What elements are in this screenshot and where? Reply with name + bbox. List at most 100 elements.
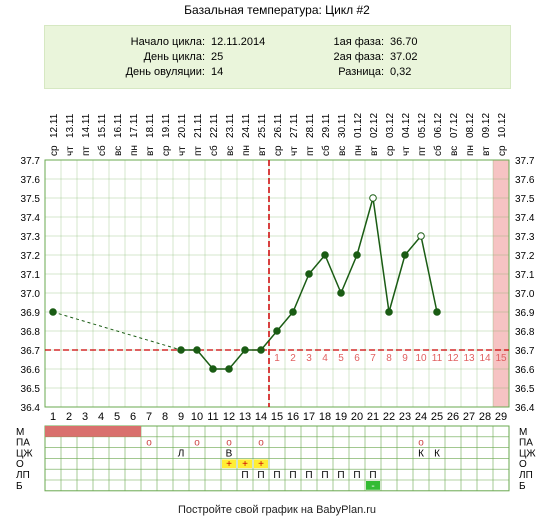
y-tick-label-left: 37.3 [21, 232, 41, 243]
row-label-right: ПА [519, 438, 533, 449]
date-label: 23.11 [225, 113, 236, 138]
y-tick-label-right: 36.9 [515, 308, 535, 319]
plot-frame [44, 159, 510, 408]
day-label: 6 [130, 411, 136, 423]
weekday-label: пт [193, 146, 204, 156]
pa-mark: о [418, 438, 424, 449]
pa-mark: о [146, 438, 152, 449]
phase1-value: 36.70 [390, 36, 418, 48]
y-tick-label-left: 37.0 [21, 289, 41, 300]
weekday-label: пн [465, 145, 476, 156]
temperature-point [433, 308, 441, 316]
day-label: 12 [223, 411, 235, 423]
cycle-start-value: 12.11.2014 [211, 36, 266, 48]
weekday-label: чт [177, 146, 188, 156]
y-tick-label-right: 37.3 [515, 232, 535, 243]
row-label-right: ЦЖ [519, 448, 536, 459]
weekday-label: сб [432, 145, 444, 156]
lp-mark: П [241, 470, 248, 481]
date-label: 26.11 [273, 113, 284, 138]
weekday-label: вт [145, 146, 156, 156]
menses-cell [125, 426, 141, 437]
day-label: 25 [431, 411, 443, 423]
date-label: 30.11 [337, 113, 348, 138]
weekday-label: ср [161, 145, 172, 156]
day-label: 3 [82, 411, 88, 423]
y-tick-label-left: 37.1 [21, 270, 41, 281]
cycle-day-label: День цикла: [143, 51, 205, 63]
cj-mark: В [226, 448, 233, 459]
y-tick-label-left: 37.2 [21, 251, 41, 262]
day-label: 24 [415, 411, 427, 423]
ovulation-test-mark: + [258, 459, 264, 470]
difference-value: 0,32 [390, 66, 412, 78]
weekday-label: чт [289, 146, 300, 156]
luteal-day-number: 10 [415, 353, 427, 364]
y-tick-label-right: 36.4 [515, 403, 535, 414]
row-label-left: О [16, 459, 24, 470]
footer-link[interactable]: Постройте свой график на BabyPlan.ru [177, 504, 377, 516]
y-tick-label-left: 36.7 [21, 346, 41, 357]
y-tick-label-right: 36.5 [515, 384, 535, 395]
date-label: 24.11 [241, 113, 252, 138]
row-label-left: ЦЖ [16, 448, 33, 459]
date-label: 16.11 [113, 113, 124, 138]
temperature-point [353, 251, 361, 259]
y-tick-label-left: 36.6 [21, 365, 41, 376]
row-label-right: М [519, 427, 527, 438]
y-tick-label-right: 37.1 [515, 270, 535, 281]
date-label: 19.11 [161, 113, 172, 138]
date-label: 22.11 [209, 113, 220, 138]
luteal-day-number: 6 [354, 353, 360, 364]
weekday-label: ср [49, 145, 60, 156]
date-label: 08.12 [465, 113, 476, 138]
weekday-label: сб [320, 145, 332, 156]
y-tick-label-left: 37.5 [21, 194, 41, 205]
lp-mark: П [369, 470, 376, 481]
cycle-day-value: 25 [211, 51, 224, 63]
y-tick-label-right: 37.6 [515, 175, 535, 186]
day-label: 11 [207, 411, 218, 423]
day-label: 26 [447, 411, 459, 423]
weekday-label: вт [369, 146, 380, 156]
b-mark: - [371, 481, 374, 492]
y-tick-label-right: 37.7 [515, 156, 535, 167]
highlight-column [493, 160, 509, 407]
date-label: 09.12 [481, 113, 492, 138]
day-label: 27 [463, 411, 475, 423]
date-label: 03.12 [385, 113, 396, 138]
day-label: 15 [271, 411, 283, 423]
row-label-left: М [16, 427, 24, 438]
luteal-day-number: 8 [386, 353, 392, 364]
pa-mark: о [226, 438, 232, 449]
day-label: 22 [383, 411, 395, 423]
cj-mark: К [434, 448, 440, 459]
temperature-point-open [417, 232, 425, 240]
date-label: 14.11 [81, 113, 92, 138]
cj-mark: К [418, 448, 424, 459]
temperature-point [401, 251, 409, 259]
temperature-point [193, 346, 201, 354]
lp-mark: П [305, 470, 312, 481]
day-label: 7 [146, 411, 152, 423]
y-tick-label-left: 36.5 [21, 384, 41, 395]
row-label-left: ЛП [16, 470, 30, 481]
ovulation-day-value: 14 [211, 66, 224, 78]
luteal-day-number: 4 [322, 353, 328, 364]
luteal-day-number: 5 [338, 353, 344, 364]
row-label-right: Б [519, 481, 526, 492]
temperature-point [305, 270, 313, 278]
weekday-label: ср [385, 145, 396, 156]
day-label: 2 [66, 411, 72, 423]
day-label: 4 [98, 411, 104, 423]
temperature-point [49, 308, 57, 316]
temperature-point [177, 346, 185, 354]
weekday-label: ср [273, 145, 284, 156]
y-tick-label-left: 36.8 [21, 327, 41, 338]
date-label: 13.11 [65, 113, 76, 138]
y-tick-label-right: 37.5 [515, 194, 535, 205]
y-tick-label-right: 36.8 [515, 327, 535, 338]
day-label: 21 [367, 411, 379, 423]
